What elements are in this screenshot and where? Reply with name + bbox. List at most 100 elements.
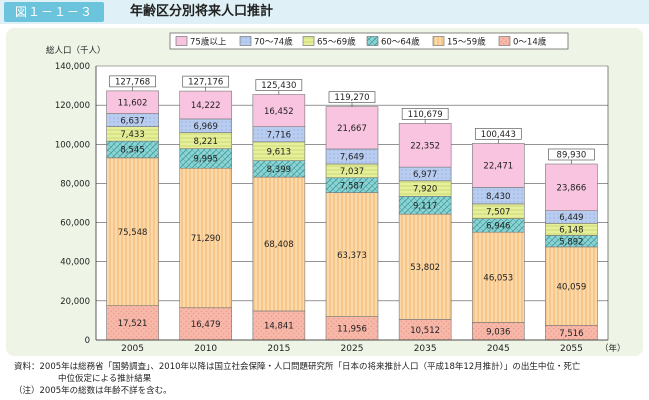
y-tick-label: 80,000 [60,179,90,189]
data-labels: 17,521 75,548 8,545 7,433 6,637 11,602 127,768… [109,75,595,339]
source-note-line2: 中位仮定による推計結果 [58,374,152,384]
legend-label-s15_59: 15～59歳 [447,37,486,48]
segment-value-label: 9,995 [194,155,218,165]
x-tick-label: 2025 [341,344,364,354]
legend-swatch-s65_69 [302,36,315,46]
legend-swatch-s75 [175,36,188,46]
segment-value-label: 71,290 [191,234,221,244]
segment-value-label: 16,479 [191,320,221,330]
bar-segment-s75 [545,163,598,212]
bar-segment-s15_59 [106,157,159,307]
segment-value-label: 6,449 [559,213,583,223]
segment-value-label: 7,037 [340,167,364,177]
total-value-label: 127,176 [188,78,223,88]
segment-value-label: 23,866 [557,184,587,194]
segment-value-label: 9,613 [267,147,291,157]
legend-label-s70_74: 70～74歳 [254,37,293,48]
source-note-line1: 資料：2005年は総務省「国勢調査」、2010年以降は国立社会保障・人口問題研究… [14,361,580,373]
segment-value-label: 53,802 [410,263,440,273]
bar-segment-s75 [325,106,379,150]
x-tick-label: 2035 [414,344,437,354]
legend-swatch-s0_14 [498,36,511,46]
segment-value-label: 10,512 [410,326,440,336]
segment-value-label: 8,545 [120,146,144,156]
segment-value-label: 6,977 [413,170,437,180]
segment-value-label: 8,221 [194,137,218,147]
segment-value-label: 21,667 [337,124,367,134]
segment-value-label: 14,222 [191,101,221,111]
segment-value-label: 9,117 [413,201,437,211]
segment-value-label: 11,602 [118,98,148,108]
bars [106,90,598,341]
segment-value-label: 6,637 [120,116,144,126]
segment-value-label: 7,507 [486,207,510,217]
legend: 75歳以上 70～74歳 65～69歳 60～64歳 15～59歳 0～14歳 [169,32,569,50]
segment-value-label: 63,373 [337,251,367,261]
segment-value-label: 7,516 [559,329,583,339]
legend-label-s0_14: 0～14歳 [513,37,547,48]
y-tick-label: 60,000 [60,219,90,229]
segment-value-label: 68,408 [264,240,294,250]
bar-segment-s75 [252,94,306,128]
segment-value-label: 8,430 [486,192,510,202]
segment-value-label: 22,471 [483,162,513,172]
total-value-label: 89,930 [557,150,587,160]
total-value-label: 127,768 [115,77,150,87]
segment-value-label: 22,352 [410,141,440,151]
segment-value-label: 6,148 [559,226,583,236]
legend-label-s75: 75歳以上 [190,37,227,48]
segment-value-label: 7,716 [267,130,291,140]
x-tick-label: 2005 [121,344,144,354]
segment-value-label: 17,521 [118,319,148,329]
y-axis-label: 総人口（千人） [46,45,106,56]
segment-value-label: 9,036 [486,327,510,337]
bar-segment-s75 [398,123,452,168]
figure-header: 図１－１－３ 年齢区分別将来人口推計 [0,0,649,24]
segment-value-label: 8,399 [267,165,291,175]
legend-label-s65_69: 65～69歳 [317,37,356,48]
segment-value-label: 7,587 [340,181,364,191]
x-tick-label: 2045 [487,344,510,354]
total-value-label: 119,270 [334,93,369,103]
x-tick-label: 2015 [267,344,290,354]
legend-swatch-s15_59 [432,36,445,46]
segment-value-label: 5,892 [559,237,583,247]
segment-value-label: 7,649 [340,153,364,163]
bar-segment-s75 [471,143,525,188]
source-label: 資料： [14,362,40,372]
bar-segment-s15_59 [252,176,306,312]
segment-value-label: 6,946 [486,222,510,232]
segment-value-label: 7,433 [120,130,144,140]
y-tick-label: 140,000 [55,62,90,72]
segment-value-label: 14,841 [264,322,294,332]
segment-value-label: 75,548 [118,228,148,238]
segment-value-label: 11,956 [337,325,367,335]
segment-value-label: 16,452 [264,107,294,117]
bar-segment-s0_14 [252,310,306,341]
figure-notes: 資料：2005年は総務省「国勢調査」、2010年以降は国立社会保障・人口問題研究… [14,361,580,397]
x-tick-label: 2010 [194,344,217,354]
y-tick-label: 20,000 [60,297,90,307]
legend-swatch-s70_74 [239,36,252,46]
segment-value-label: 46,053 [483,273,513,283]
legend-label-s60_64: 60～64歳 [381,37,420,48]
y-tick-label: 100,000 [55,140,90,150]
y-tick-label: 0 [85,336,90,346]
total-value-label: 125,430 [261,81,296,91]
x-tick-label: 2055 [560,344,583,354]
legend-swatch-s60_64 [366,36,379,46]
figure-title: 年齢区分別将来人口推計 [130,4,274,19]
bar-segment-s15_59 [179,167,233,309]
footnote: （注）2005年の総数は年齢不詳を含む。 [14,386,172,396]
x-axis-unit: （年） [600,343,626,354]
total-value-label: 100,443 [481,130,516,140]
source-text-1: 2005年は総務省「国勢調査」、2010年以降は国立社会保障・人口問題研究所「日… [39,362,581,372]
bar-segment-s15_59 [398,213,452,320]
bar-segment-s15_59 [471,231,525,323]
segment-value-label: 40,059 [557,282,587,292]
axes: 0 20,000 40,000 60,000 80,000 100,000 120,000 1… [46,45,626,354]
bar-segment-s15_59 [545,246,598,326]
bar-segment-s15_59 [325,192,379,317]
